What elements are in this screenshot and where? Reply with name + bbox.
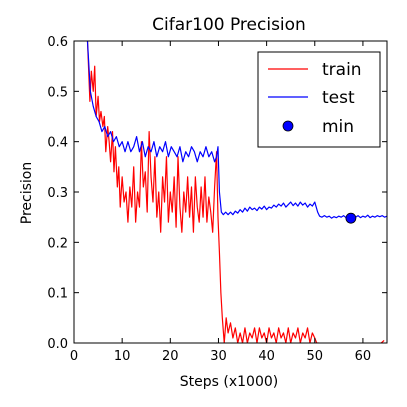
chart-title: Cifar100 Precision (152, 15, 306, 35)
legend-min-marker (282, 120, 294, 132)
y-tick-label: 0.2 (47, 236, 68, 251)
ticks-layer: 0 10 20 30 40 50 60 0.0 0.1 0.2 0.3 0.4 0.5 0.6 (47, 35, 387, 364)
x-tick-label: 30 (210, 349, 227, 364)
y-tick-label: 0.4 (47, 136, 68, 151)
legend-test-label: test (322, 88, 355, 108)
x-tick-label: 0 (70, 349, 78, 364)
legend-box (257, 51, 381, 148)
series-train-line (86, 41, 319, 343)
legend: train test min (257, 51, 381, 148)
x-axis-label: Steps (x1000) (180, 374, 278, 390)
x-tick-label: 10 (114, 349, 131, 364)
y-tick-label: 0.0 (47, 337, 68, 352)
series-layer (86, 41, 387, 343)
x-tick-label: 60 (355, 349, 372, 364)
y-tick-label: 0.3 (47, 186, 68, 201)
x-tick-label: 40 (258, 349, 275, 364)
series-min-point (345, 212, 357, 224)
y-axis-label: Precision (19, 162, 35, 224)
plot-frame (73, 40, 388, 344)
series-test-line (86, 41, 387, 219)
y-tick-label: 0.5 (47, 85, 68, 100)
x-tick-label: 50 (306, 349, 323, 364)
x-tick-label: 20 (162, 349, 179, 364)
legend-train-label: train (322, 60, 362, 80)
y-tick-label: 0.1 (47, 287, 68, 302)
legend-min-label: min (322, 117, 354, 137)
y-tick-label: 0.6 (47, 35, 68, 50)
